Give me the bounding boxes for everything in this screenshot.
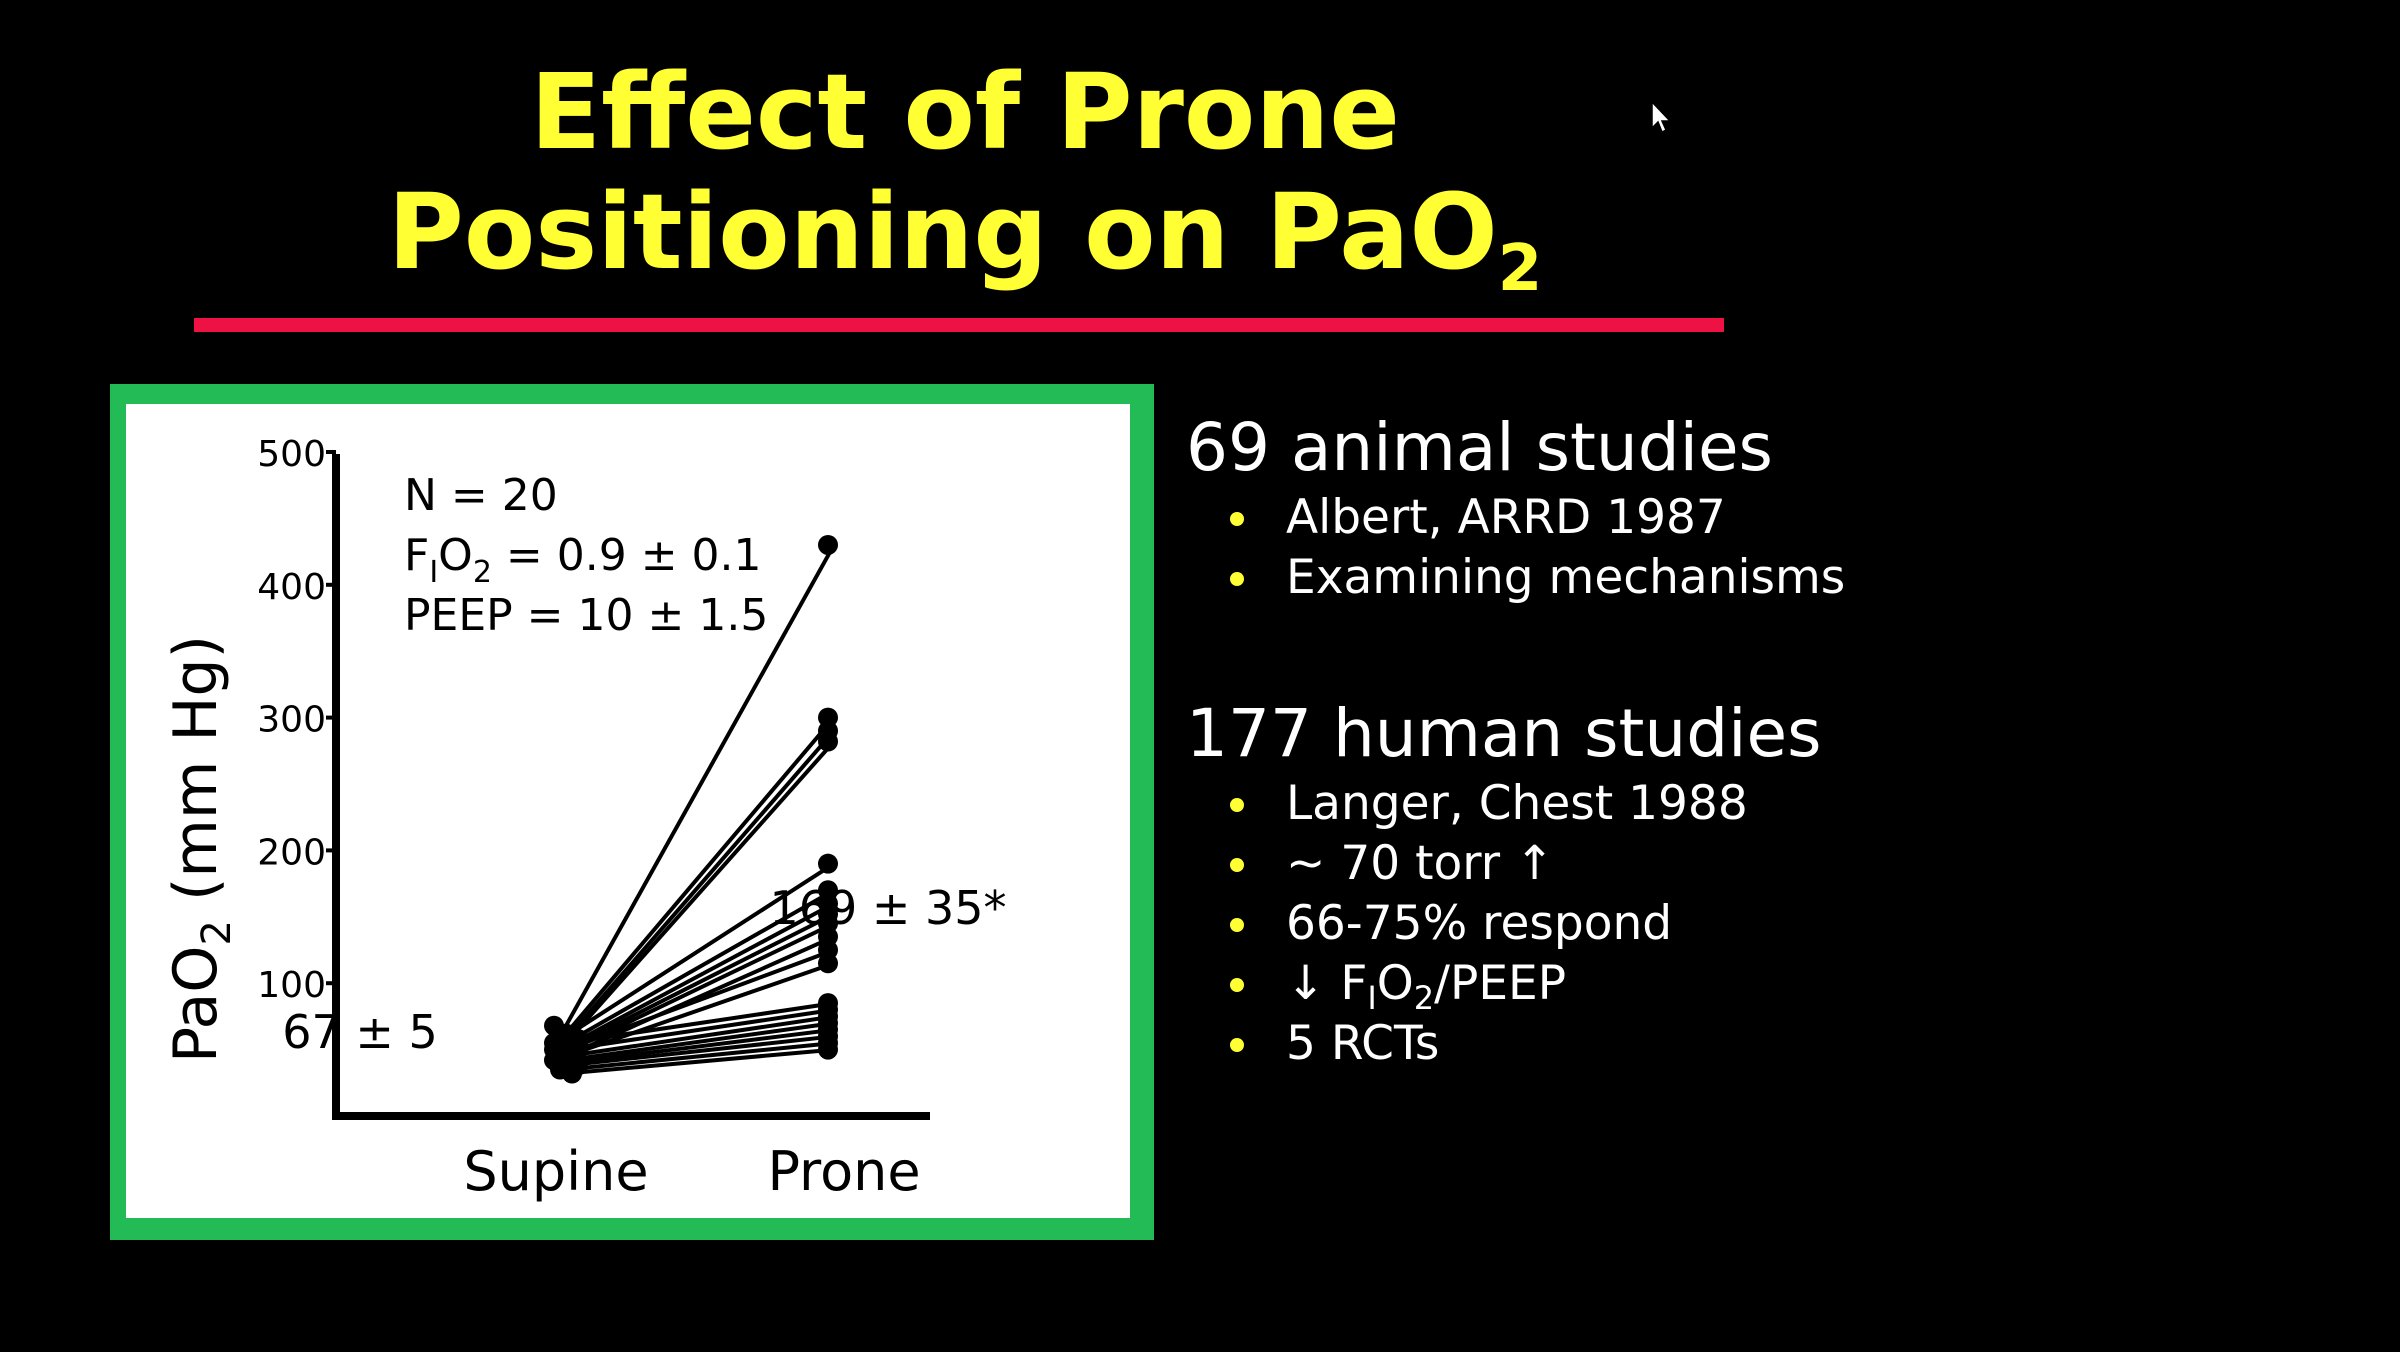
list-item-text: 5 RCTs	[1286, 1016, 1440, 1071]
fio2-prefix-text: ↓ F	[1286, 956, 1368, 1011]
animal-studies-list: Albert, ARRD 1987 Examining mechanisms	[1186, 488, 1845, 608]
human-studies-heading: 177 human studies	[1186, 695, 1822, 772]
chart-frame: 100 200 300 400 500 PaO2 (mm Hg) N = 20 FIO2…	[110, 384, 1154, 1240]
patient-line-20	[565, 1047, 835, 1076]
patient-line-15	[565, 1014, 835, 1059]
animal-studies-block: 69 animal studies Albert, ARRD 1987 Exam…	[1186, 408, 1845, 608]
patient-line-4	[564, 740, 836, 1045]
fio2-sub-2: 2	[473, 555, 492, 590]
list-item: Langer, Chest 1988	[1186, 774, 1821, 834]
patient-line-14	[565, 1007, 835, 1052]
title-line-2: Positioning on PaO2	[190, 171, 1740, 301]
data-points	[544, 534, 838, 1084]
bullet-dot	[1230, 978, 1244, 992]
fio2-sub-i: I	[1367, 979, 1377, 1017]
list-item: Examining mechanisms	[1186, 548, 1845, 608]
x-label-supine: Supine	[463, 1140, 648, 1203]
y-tick-label-200: 200	[257, 832, 326, 873]
prone-point-12	[818, 953, 838, 974]
fio2-sub-2: 2	[1413, 979, 1435, 1017]
supine-point-20	[562, 1063, 582, 1084]
patient-line-6	[565, 888, 835, 1045]
human-studies-block: 177 human studies Langer, Chest 1988 ~ 7…	[1186, 694, 1821, 1074]
list-item-text: Langer, Chest 1988	[1286, 776, 1748, 831]
mouse-pointer-icon	[1651, 100, 1672, 134]
x-label-prone: Prone	[767, 1140, 920, 1203]
bullet-dot	[1230, 798, 1244, 812]
prone-point-5	[818, 853, 838, 874]
y-tick-label-500: 500	[257, 434, 326, 475]
patient-line-11	[565, 948, 835, 1052]
patient-line-5	[564, 861, 836, 1039]
fio2-mid: O	[438, 530, 473, 581]
patient-line-3	[564, 729, 836, 1041]
prone-point-1	[818, 534, 838, 555]
patient-line-18	[565, 1034, 835, 1068]
prone-mean-label: 169 ± 35*	[769, 881, 1006, 935]
fio2-value: = 0.9 ± 0.1	[492, 530, 762, 581]
patient-line-8	[565, 912, 835, 1052]
patient-line-16	[565, 1021, 835, 1063]
patient-line-1	[564, 543, 836, 1027]
paired-lines	[564, 543, 836, 1076]
y-tick-label-100: 100	[257, 965, 326, 1006]
title-subscript: 2	[1497, 232, 1543, 306]
chart-panel: 100 200 300 400 500 PaO2 (mm Hg) N = 20 FIO2…	[126, 404, 1130, 1218]
list-item: ~ 70 torr ↑	[1186, 834, 1821, 894]
bullet-dot	[1230, 512, 1244, 526]
supine-mean-label: 67 ± 5	[282, 1005, 438, 1059]
y-tick-label-400: 400	[257, 567, 326, 608]
title-line-2-text: Positioning on PaO	[387, 171, 1498, 293]
slide-title: Effect of Prone Positioning on PaO2	[190, 51, 1740, 301]
list-item: 5 RCTs	[1186, 1014, 1821, 1074]
list-item: ↓ FIO2/PEEP	[1186, 954, 1821, 1014]
bullet-dot	[1230, 572, 1244, 586]
y-tick-labels: 100 200 300 400 500	[257, 434, 336, 1006]
list-item: Albert, ARRD 1987	[1186, 488, 1845, 548]
fio2-suffix-text: /PEEP	[1434, 956, 1567, 1011]
human-studies-list: Langer, Chest 1988 ~ 70 torr ↑ 66-75% re…	[1186, 774, 1821, 1074]
bullet-dot	[1230, 918, 1244, 932]
patient-line-2	[564, 716, 836, 1035]
patient-line-19	[565, 1040, 835, 1072]
y-tick-label-300: 300	[257, 700, 326, 741]
list-item-text: ~ 70 torr ↑	[1286, 836, 1555, 891]
annotation-fio2: FIO2 = 0.9 ± 0.1	[404, 530, 762, 590]
patient-line-12	[565, 961, 835, 1059]
fio2-prefix: F	[404, 530, 429, 581]
prone-point-4	[818, 731, 838, 752]
bullet-dot	[1230, 1038, 1244, 1052]
y-label-tail: (mm Hg)	[161, 635, 231, 920]
patient-line-9	[565, 921, 835, 1055]
title-divider	[194, 318, 1724, 332]
animal-studies-heading: 69 animal studies	[1186, 409, 1773, 486]
list-item-text: 66-75% respond	[1286, 896, 1673, 951]
title-line-1: Effect of Prone	[530, 51, 1400, 173]
y-label-main: PaO	[161, 946, 231, 1063]
patient-line-7	[565, 901, 835, 1049]
prone-point-20	[818, 1039, 838, 1060]
annotation-n: N = 20	[404, 470, 558, 521]
patient-line-13	[565, 1001, 835, 1045]
list-item-text: Albert, ARRD 1987	[1286, 490, 1726, 545]
bullet-dot	[1230, 858, 1244, 872]
patient-line-17	[565, 1027, 835, 1065]
fio2-mid-text: O	[1376, 956, 1414, 1011]
annotation-peep: PEEP = 10 ± 1.5	[404, 590, 768, 641]
list-item-text: Examining mechanisms	[1286, 550, 1846, 605]
y-label-sub: 2	[194, 920, 240, 945]
list-item: 66-75% respond	[1186, 894, 1821, 954]
y-axis-label: PaO2 (mm Hg)	[161, 635, 240, 1063]
fio2-sub-i: I	[429, 555, 438, 590]
